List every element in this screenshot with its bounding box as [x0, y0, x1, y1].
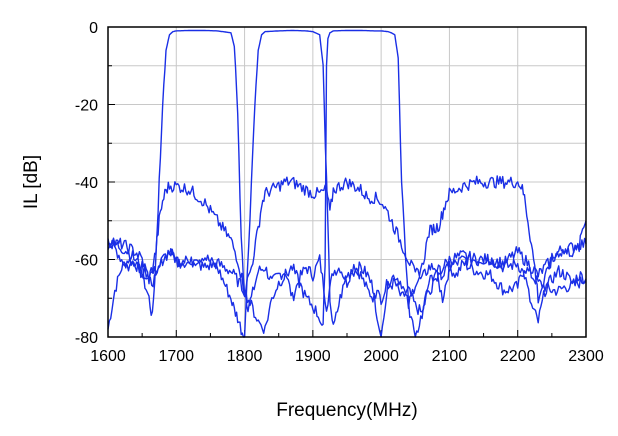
x-tick-label: 2100: [432, 348, 468, 365]
x-tick-label: 1700: [158, 348, 194, 365]
y-tick-label: -80: [75, 330, 98, 347]
x-tick-label: 1600: [90, 348, 126, 365]
series-lines: [107, 29, 587, 338]
plot-frame: [107, 26, 587, 338]
x-tick-label: 2200: [500, 348, 536, 365]
x-axis-title: Frequency(MHz): [276, 400, 417, 421]
x-tick-label: 2300: [568, 348, 604, 365]
x-tick-label: 1800: [227, 348, 263, 365]
y-tick-label: -20: [75, 98, 98, 115]
y-axis-title: IL [dB]: [21, 155, 42, 209]
x-tick-label: 1900: [295, 348, 331, 365]
x-tick-label: 2000: [363, 348, 399, 365]
y-tick-label: -60: [75, 253, 98, 270]
y-tick-label: -40: [75, 175, 98, 192]
filter-response-line-4: [107, 175, 587, 304]
filter-response-line-1: [107, 29, 587, 338]
y-tick-label: 0: [89, 20, 98, 37]
filter-response-line-3: [107, 29, 587, 338]
tick-labels: 1600 1700 1800 1900 2000 2100 2200 2300 0 -20 -40 -…: [75, 20, 604, 365]
